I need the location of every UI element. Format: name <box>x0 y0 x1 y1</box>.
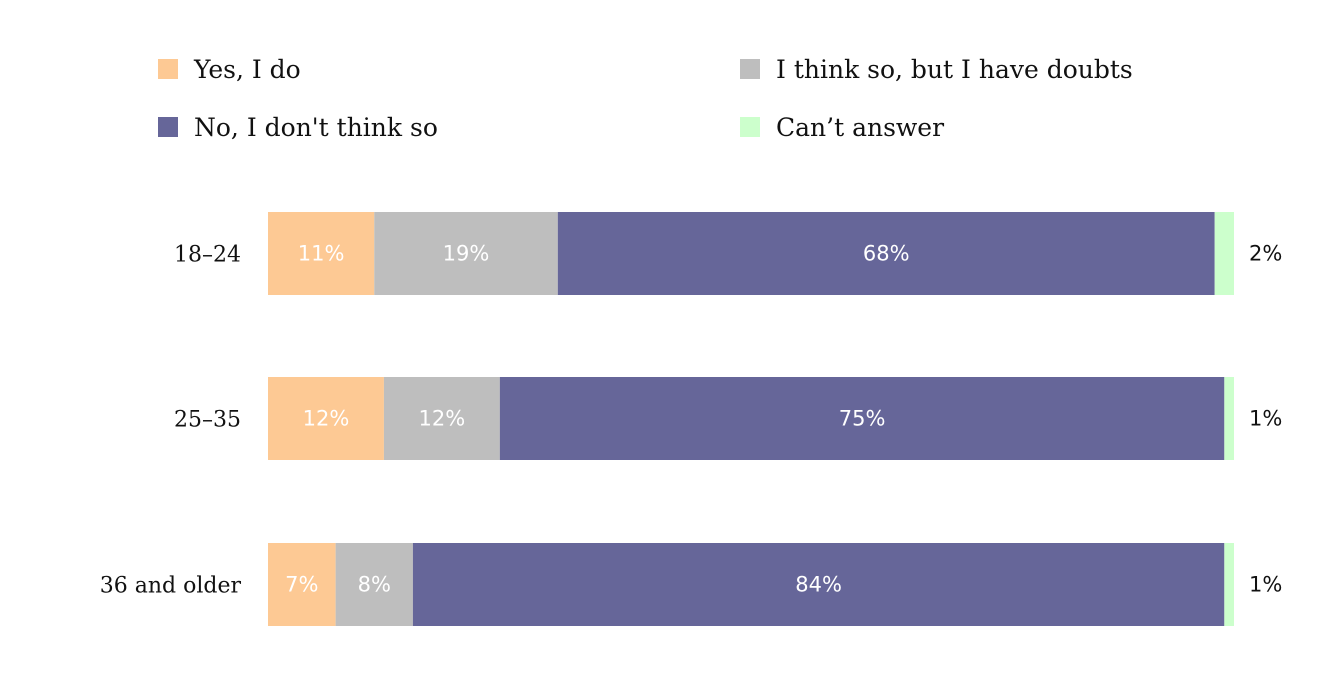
legend-label-0: Yes, I do <box>193 55 301 84</box>
bar-segment-0-2 <box>557 212 1215 295</box>
bar-segment-1-1 <box>383 377 500 460</box>
bar-segment-1-3 <box>1224 377 1234 460</box>
value-label-1-1: 12% <box>419 407 466 431</box>
category-label-1: 25–35 <box>174 408 241 433</box>
value-label-0-3: 2% <box>1249 242 1282 266</box>
category-label-0: 18–24 <box>174 243 241 268</box>
bar-segment-1-0 <box>268 377 384 460</box>
bar-segment-2-0 <box>268 543 336 626</box>
value-label-2-2: 84% <box>795 573 842 597</box>
bar-segment-0-0 <box>268 212 375 295</box>
legend-swatch-1 <box>740 59 760 79</box>
value-label-2-3: 1% <box>1249 573 1282 597</box>
value-label-1-0: 12% <box>303 407 350 431</box>
bar-segment-2-2 <box>412 543 1225 626</box>
legend-label-1: I think so, but I have doubts <box>776 55 1133 84</box>
value-label-1-3: 1% <box>1249 407 1282 431</box>
legend-label-2: No, I don't think so <box>194 113 438 142</box>
value-label-2-1: 8% <box>358 573 391 597</box>
category-label-2: 36 and older <box>100 574 242 599</box>
legend-swatch-3 <box>740 117 760 137</box>
legend: Yes, I do I think so, but I have doubts No… <box>158 55 1133 142</box>
bar-segment-2-3 <box>1224 543 1234 626</box>
legend-label-3: Can’t answer <box>776 113 944 142</box>
value-label-0-2: 68% <box>863 242 910 266</box>
value-label-2-0: 7% <box>285 573 318 597</box>
bar-segment-0-3 <box>1214 212 1234 295</box>
legend-swatch-0 <box>158 59 178 79</box>
value-label-0-0: 11% <box>298 242 345 266</box>
value-label-0-1: 19% <box>443 242 490 266</box>
bar-segment-1-2 <box>499 377 1225 460</box>
bar-segment-0-1 <box>374 212 558 295</box>
bar-segment-2-1 <box>335 543 413 626</box>
bars: 18–24 11% 19% 68% 2% 25–35 12% 12% 75% 1% 36 and o… <box>100 212 1282 626</box>
value-label-1-2: 75% <box>839 407 886 431</box>
legend-swatch-2 <box>158 117 178 137</box>
